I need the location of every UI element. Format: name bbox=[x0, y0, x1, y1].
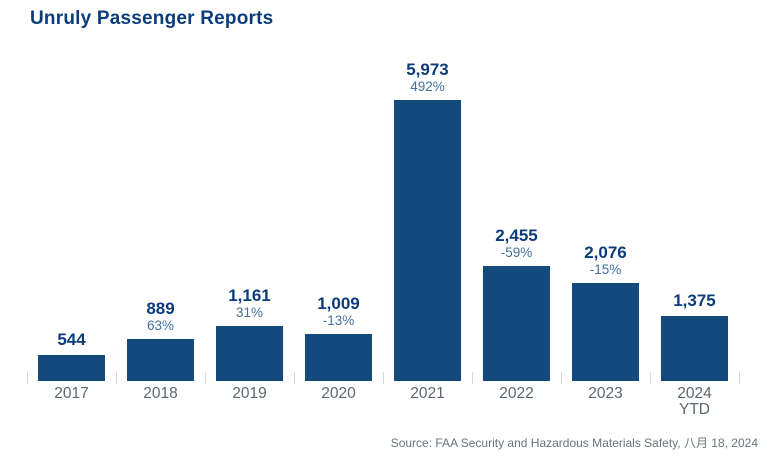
bar-value-label: 1,375 bbox=[673, 291, 716, 310]
axis-tick bbox=[472, 372, 473, 384]
bar-percent-change-label: -13% bbox=[322, 313, 355, 328]
bar-label-stack: 2,076 -15% bbox=[546, 243, 666, 277]
axis-tick bbox=[383, 372, 384, 384]
x-axis-label-line: 2020 bbox=[321, 385, 356, 402]
bar-value-label: 1,161 bbox=[228, 286, 271, 305]
bar-2020 bbox=[305, 334, 372, 381]
bar-2018 bbox=[127, 339, 194, 381]
bar-label-stack: 889 63% bbox=[101, 299, 221, 333]
axis-tick bbox=[116, 372, 117, 384]
bar-label-stack: 2,455 -59% bbox=[457, 226, 577, 260]
chart-title: Unruly Passenger Reports bbox=[30, 8, 274, 29]
bar-2024-ytd bbox=[661, 316, 728, 381]
axis-tick bbox=[561, 372, 562, 384]
x-axis-label-2017: 2017 bbox=[27, 386, 117, 402]
x-axis-label-2019: 2019 bbox=[205, 386, 295, 402]
bar-value-label: 889 bbox=[146, 299, 175, 318]
axis-tick bbox=[294, 372, 295, 384]
bar-label-stack: 1,009 -13% bbox=[279, 294, 399, 328]
x-axis-label-line: 2021 bbox=[410, 385, 445, 402]
axis-tick bbox=[739, 372, 740, 384]
bar-percent-change-label: -59% bbox=[500, 245, 533, 260]
x-axis-label-line: YTD bbox=[679, 401, 710, 418]
bar-2023 bbox=[572, 283, 639, 381]
axis-tick bbox=[650, 372, 651, 384]
source-note: Source: FAA Security and Hazardous Mater… bbox=[390, 436, 758, 450]
bar-value-label: 2,455 bbox=[495, 226, 538, 245]
bar-label-stack: 1,375 bbox=[635, 291, 755, 310]
x-axis-label-2020: 2020 bbox=[294, 386, 384, 402]
bar-value-label: 2,076 bbox=[584, 243, 627, 262]
bar-2022 bbox=[483, 266, 550, 381]
axis-tick bbox=[27, 372, 28, 384]
x-axis-label-line: 2018 bbox=[143, 385, 178, 402]
x-axis-label-line: 2022 bbox=[499, 385, 534, 402]
bar-percent-change-label: 63% bbox=[146, 318, 175, 333]
bar-2019 bbox=[216, 326, 283, 381]
axis-tick bbox=[205, 372, 206, 384]
x-axis-label-2021: 2021 bbox=[383, 386, 473, 402]
x-axis-label-2023: 2023 bbox=[561, 386, 651, 402]
bar-value-label: 544 bbox=[57, 330, 86, 349]
x-axis-label-line: 2024 bbox=[677, 385, 712, 402]
bar-label-stack: 1,161 31% bbox=[190, 286, 310, 320]
bar-value-label: 1,009 bbox=[317, 294, 360, 313]
bar-value-label: 5,973 bbox=[406, 60, 449, 79]
x-axis-label-line: 2017 bbox=[54, 385, 89, 402]
x-axis-label-line: 2023 bbox=[588, 385, 623, 402]
x-axis-label-line: 2019 bbox=[232, 385, 267, 402]
x-axis-label-2018: 2018 bbox=[116, 386, 206, 402]
bar-2017 bbox=[38, 355, 105, 381]
bar-percent-change-label: 492% bbox=[410, 79, 445, 94]
bar-2021 bbox=[394, 100, 461, 381]
bar-label-stack: 5,973 492% bbox=[368, 60, 488, 94]
bar-label-stack: 544 bbox=[12, 330, 132, 349]
bar-percent-change-label: -15% bbox=[589, 262, 622, 277]
x-axis-label-2024-ytd: 2024 YTD bbox=[650, 386, 740, 418]
x-axis-label-2022: 2022 bbox=[472, 386, 562, 402]
bar-percent-change-label: 31% bbox=[235, 305, 264, 320]
